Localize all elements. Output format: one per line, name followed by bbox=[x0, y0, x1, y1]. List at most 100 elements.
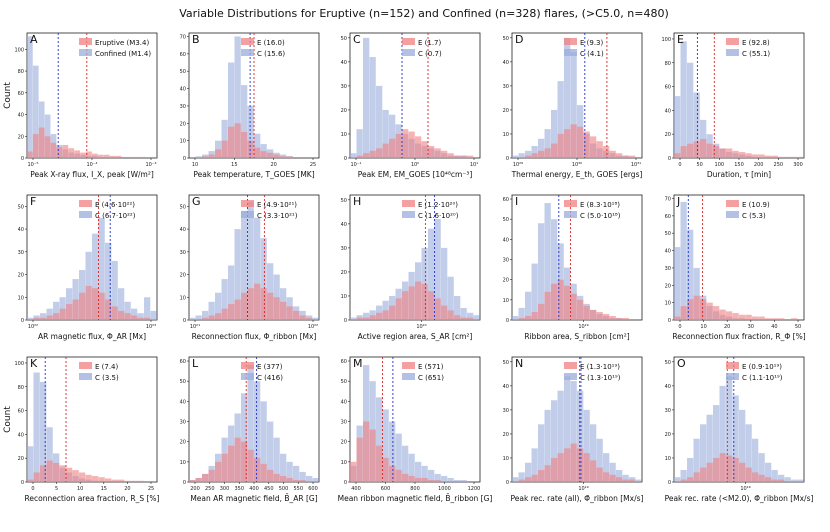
y-tick-label: 100 bbox=[661, 37, 671, 43]
y-tick-label: 50 bbox=[180, 69, 186, 75]
bar-eruptive bbox=[726, 148, 733, 158]
legend-swatch bbox=[79, 362, 92, 369]
x-tick-label: 1200 bbox=[468, 486, 481, 492]
bar-eruptive bbox=[254, 147, 261, 158]
bar-eruptive bbox=[428, 291, 435, 320]
bar-eruptive bbox=[215, 149, 222, 158]
bar-eruptive bbox=[713, 146, 720, 158]
legend-swatch bbox=[726, 49, 739, 56]
legend-swatch bbox=[564, 373, 577, 380]
y-tick-label: 80 bbox=[18, 69, 24, 75]
bar-confined bbox=[596, 438, 603, 482]
bar-confined bbox=[778, 474, 785, 482]
bar-confined bbox=[473, 315, 480, 320]
bar-eruptive bbox=[50, 142, 57, 158]
panel-n: 0 10 20 30 40 50 10¹⁹ N E (1.3·10¹⁹) C (1.3·10¹⁹)… bbox=[503, 356, 644, 503]
legend-label: C (3.5) bbox=[95, 374, 119, 382]
panel-letter: M bbox=[353, 357, 363, 370]
bar-eruptive bbox=[109, 155, 116, 158]
bar-eruptive bbox=[629, 479, 636, 482]
x-tick-label: 600 bbox=[381, 486, 391, 492]
x-tick-label: 400 bbox=[351, 486, 361, 492]
bar-eruptive bbox=[454, 155, 461, 158]
legend-swatch bbox=[726, 211, 739, 218]
bar-confined bbox=[525, 150, 532, 158]
bar-confined bbox=[32, 65, 39, 158]
y-tick-label: 50 bbox=[665, 360, 671, 366]
bar-eruptive bbox=[609, 474, 616, 482]
bar-eruptive bbox=[687, 477, 694, 482]
x-tick-label: 50 bbox=[795, 324, 801, 330]
bar-confined bbox=[544, 409, 551, 482]
bar-eruptive bbox=[38, 127, 45, 158]
y-tick-label: 40 bbox=[665, 108, 671, 114]
figure-title: Variable Distributions for Eruptive (n=1… bbox=[179, 7, 668, 20]
x-axis-label: Ribbon area, S_ribbon [cm²] bbox=[524, 332, 629, 341]
x-axis-label: AR magnetic flux, Φ_AR [Mx] bbox=[38, 332, 146, 341]
y-tick-label: 0 bbox=[506, 318, 509, 324]
x-tick-label: 300 bbox=[793, 162, 803, 168]
bar-eruptive bbox=[525, 315, 532, 320]
y-tick-label: 10 bbox=[180, 139, 186, 145]
bar-eruptive bbox=[395, 298, 402, 320]
legend-label: E (1.3·10¹⁹) bbox=[580, 363, 620, 371]
bar-confined bbox=[538, 223, 545, 320]
bar-confined bbox=[518, 472, 525, 482]
y-tick-label: 50 bbox=[341, 36, 347, 42]
bar-confined bbox=[59, 297, 66, 320]
x-tick-label: 500 bbox=[279, 486, 289, 492]
bar-eruptive bbox=[376, 148, 383, 158]
y-tick-label: 40 bbox=[665, 249, 671, 255]
panel-letter: N bbox=[515, 357, 523, 370]
bar-eruptive bbox=[144, 317, 151, 320]
bar-eruptive bbox=[421, 141, 428, 158]
bar-confined bbox=[609, 462, 616, 482]
bar-eruptive bbox=[693, 472, 700, 482]
bar-eruptive bbox=[415, 281, 422, 320]
y-tick-label: 10 bbox=[503, 456, 509, 462]
bar-confined bbox=[557, 81, 564, 158]
bar-eruptive bbox=[564, 448, 571, 482]
bar-eruptive bbox=[234, 437, 241, 482]
bar-confined bbox=[674, 247, 681, 320]
bar-confined bbox=[622, 474, 629, 482]
y-axis-label: Count bbox=[3, 82, 13, 109]
bar-eruptive bbox=[389, 465, 396, 482]
bar-confined bbox=[241, 85, 248, 158]
bar-confined bbox=[241, 210, 248, 320]
x-tick-label: 10 bbox=[192, 162, 198, 168]
legend-label: E (8.3·10¹⁸) bbox=[580, 201, 620, 209]
bar-confined bbox=[441, 475, 448, 482]
bar-confined bbox=[564, 37, 571, 159]
bar-confined bbox=[797, 479, 804, 482]
legend-swatch bbox=[402, 373, 415, 380]
bar-eruptive bbox=[92, 153, 98, 158]
bar-confined bbox=[525, 462, 532, 482]
x-axis-label: Mean ribbon magnetic field, B̄_ribbon [G… bbox=[338, 494, 493, 503]
bar-eruptive bbox=[27, 151, 33, 158]
panel-letter: A bbox=[30, 33, 38, 46]
x-tick-label: 10¹ bbox=[470, 162, 478, 168]
bar-confined bbox=[693, 267, 700, 320]
bar-eruptive bbox=[402, 291, 409, 320]
bar-confined bbox=[674, 96, 681, 158]
bar-eruptive bbox=[544, 291, 551, 320]
bar-confined bbox=[195, 156, 202, 158]
bar-confined bbox=[105, 242, 112, 320]
legend-label: E (1.7) bbox=[418, 39, 442, 47]
bar-eruptive bbox=[254, 283, 261, 320]
bar-eruptive bbox=[732, 457, 739, 482]
bar-eruptive bbox=[46, 315, 53, 320]
bar-confined bbox=[98, 217, 105, 320]
bar-eruptive bbox=[286, 477, 293, 482]
bar-eruptive bbox=[79, 472, 86, 482]
bar-eruptive bbox=[105, 478, 112, 482]
bar-eruptive bbox=[525, 477, 532, 482]
bar-eruptive bbox=[202, 473, 209, 482]
bar-confined bbox=[376, 397, 383, 482]
bar-confined bbox=[525, 291, 532, 320]
bar-eruptive bbox=[202, 317, 209, 320]
legend-label: E (4.9·10²¹) bbox=[257, 201, 297, 209]
legend-label: E (7.4) bbox=[95, 363, 119, 371]
bar-eruptive bbox=[408, 286, 415, 320]
